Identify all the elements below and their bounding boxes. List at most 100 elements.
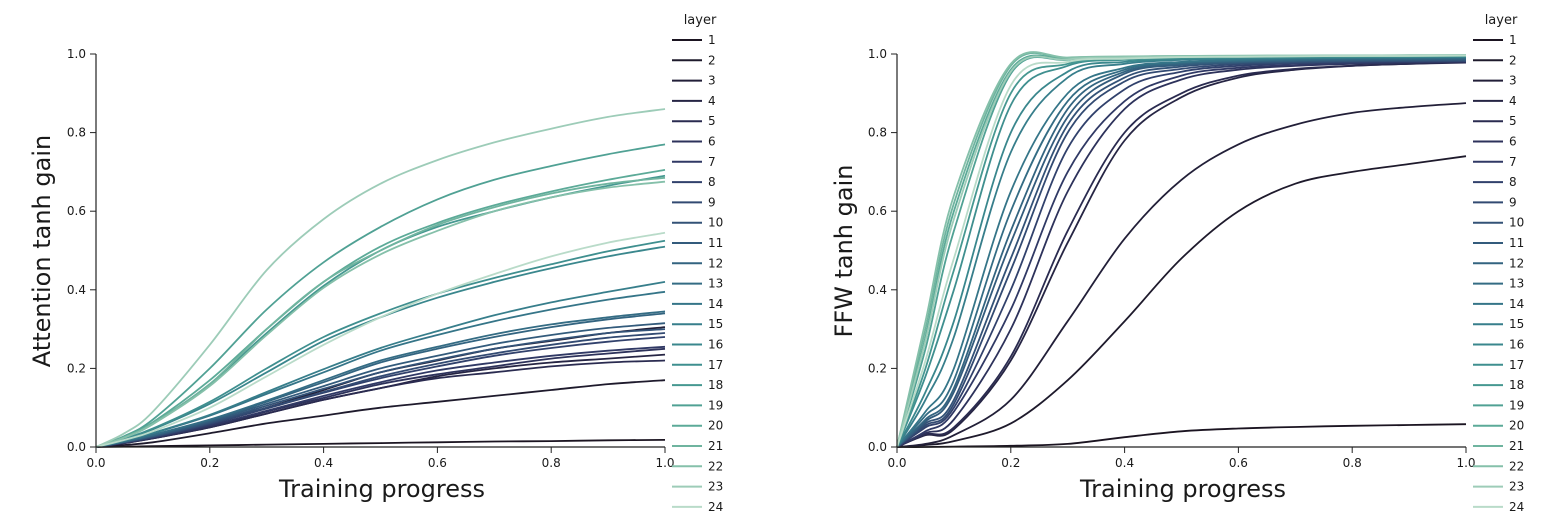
attention-x-tick-label: 1.0 (655, 456, 674, 470)
ffw-x-tick-label: 0.4 (1115, 456, 1134, 470)
ffw-legend-label-17: 17 (1509, 358, 1524, 372)
attention-series-line-layer-17 (95, 239, 666, 448)
ffw-chart-panel: 0.0 0.2 0.4 0.6 0.8 1.0 0.0 0.2 0.4 0.6 0.8 1.0 Tra… (830, 13, 1524, 514)
ffw-x-tick-label: 0.8 (1343, 456, 1362, 470)
ffw-legend-label-1: 1 (1509, 33, 1517, 47)
ffw-legend-label-7: 7 (1509, 155, 1517, 169)
attention-legend-label-21: 21 (708, 439, 723, 453)
ffw-series-line-layer-16 (896, 55, 1467, 448)
attention-legend-label-6: 6 (708, 135, 716, 149)
attention-y-tick-label: 0.2 (67, 361, 86, 375)
attention-legend-label-4: 4 (708, 94, 716, 108)
attention-legend-label-11: 11 (708, 236, 723, 250)
attention-legend-label-22: 22 (708, 459, 723, 473)
ffw-series-line-layer-5 (896, 61, 1467, 448)
ffw-y-axis-label: FFW tanh gain (830, 165, 858, 338)
ffw-series-line-layer-2 (896, 155, 1467, 448)
attention-legend-label-19: 19 (708, 398, 723, 412)
ffw-legend-label-11: 11 (1509, 236, 1524, 250)
attention-x-tick-label: 0.6 (428, 456, 447, 470)
ffw-legend-label-14: 14 (1509, 297, 1524, 311)
ffw-legend-label-5: 5 (1509, 114, 1517, 128)
ffw-series-line-layer-24 (896, 54, 1467, 448)
ffw-legend-label-2: 2 (1509, 53, 1517, 67)
ffw-x-tick-label: 0.6 (1229, 456, 1248, 470)
attention-legend-label-13: 13 (708, 277, 723, 291)
ffw-series-line-layer-23 (896, 54, 1467, 448)
attention-legend-label-5: 5 (708, 114, 716, 128)
ffw-series-line-layer-19 (896, 54, 1467, 448)
attention-legend-label-15: 15 (708, 317, 723, 331)
ffw-x-tick-label: 0.0 (887, 456, 906, 470)
ffw-legend-label-9: 9 (1509, 195, 1517, 209)
attention-legend-label-1: 1 (708, 33, 716, 47)
attention-legend-label-7: 7 (708, 155, 716, 169)
attention-series-line-layer-16 (95, 245, 666, 448)
ffw-legend-label-10: 10 (1509, 216, 1524, 230)
ffw-legend-label-16: 16 (1509, 338, 1524, 352)
ffw-legend-label-4: 4 (1509, 94, 1517, 108)
attention-x-axis-label: Training progress (278, 475, 485, 503)
ffw-y-tick-label: 0.8 (868, 126, 887, 140)
ffw-legend-label-13: 13 (1509, 277, 1524, 291)
ffw-legend-label-8: 8 (1509, 175, 1517, 189)
ffw-legend-label-20: 20 (1509, 419, 1524, 433)
attention-series-line-layer-23 (95, 108, 666, 448)
attention-legend-label-20: 20 (708, 419, 723, 433)
ffw-ticks: 0.0 0.2 0.4 0.6 0.8 1.0 0.0 0.2 0.4 0.6 0.8 1.0 (868, 47, 1476, 470)
attention-legend-label-23: 23 (708, 480, 723, 494)
ffw-y-tick-label: 0.2 (868, 361, 887, 375)
attention-series-line-layer-2 (95, 379, 666, 448)
attention-legend-label-12: 12 (708, 256, 723, 270)
ffw-legend-label-21: 21 (1509, 439, 1524, 453)
attention-legend-title: layer (684, 13, 717, 28)
attention-series-line-layer-13 (95, 310, 666, 448)
ffw-series-line-layer-7 (896, 60, 1467, 448)
ffw-legend: layer 1234567891011121314151617181920212… (1473, 13, 1524, 514)
attention-legend-label-16: 16 (708, 338, 723, 352)
attention-x-tick-label: 0.8 (542, 456, 561, 470)
ffw-legend-label-24: 24 (1509, 500, 1524, 514)
attention-axes (95, 54, 665, 448)
ffw-series-line-layer-18 (896, 55, 1467, 448)
ffw-legend-label-22: 22 (1509, 459, 1524, 473)
ffw-legend-label-12: 12 (1509, 256, 1524, 270)
attention-y-tick-label: 0.4 (67, 283, 86, 297)
ffw-legend-label-19: 19 (1509, 398, 1524, 412)
attention-legend-label-10: 10 (708, 216, 723, 230)
ffw-legend-label-23: 23 (1509, 480, 1524, 494)
attention-legend-label-14: 14 (708, 297, 723, 311)
attention-series-line-layer-24 (95, 231, 666, 448)
ffw-y-tick-label: 0.6 (868, 204, 887, 218)
ffw-x-tick-label: 1.0 (1456, 456, 1475, 470)
attention-chart-panel: 0.0 0.2 0.4 0.6 0.8 1.0 0.0 0.2 0.4 0.6 0.8 1.0 Tra… (28, 13, 723, 514)
ffw-y-tick-label: 0.0 (868, 440, 887, 454)
ffw-series-line-layer-3 (896, 102, 1467, 448)
ffw-y-tick-label: 1.0 (868, 47, 887, 61)
ffw-legend-label-15: 15 (1509, 317, 1524, 331)
attention-x-tick-label: 0.4 (314, 456, 333, 470)
attention-legend-label-18: 18 (708, 378, 723, 392)
attention-series-line-layer-1 (95, 439, 666, 448)
ffw-y-tick-label: 0.4 (868, 283, 887, 297)
attention-series-line-layer-15 (95, 281, 666, 448)
ffw-series-line-layer-22 (896, 51, 1467, 448)
ffw-legend-label-3: 3 (1509, 74, 1517, 88)
attention-legend-label-24: 24 (708, 500, 723, 514)
ffw-series-lines (896, 51, 1467, 448)
ffw-series-line-layer-20 (896, 54, 1466, 448)
ffw-legend-label-18: 18 (1509, 378, 1524, 392)
attention-y-tick-label: 1.0 (67, 47, 86, 61)
attention-series-line-layer-5 (95, 359, 666, 448)
ffw-x-tick-label: 0.2 (1001, 456, 1020, 470)
attention-legend: layer 1234567891011121314151617181920212… (672, 13, 723, 514)
ffw-series-line-layer-17 (896, 55, 1467, 448)
attention-legend-label-17: 17 (708, 358, 723, 372)
attention-legend-label-2: 2 (708, 53, 716, 67)
attention-series-line-layer-19 (95, 143, 666, 448)
attention-y-tick-label: 0.8 (67, 126, 86, 140)
attention-legend-label-3: 3 (708, 74, 716, 88)
ffw-series-line-layer-1 (896, 423, 1467, 448)
attention-x-tick-label: 0.2 (200, 456, 219, 470)
attention-legend-label-9: 9 (708, 195, 716, 209)
